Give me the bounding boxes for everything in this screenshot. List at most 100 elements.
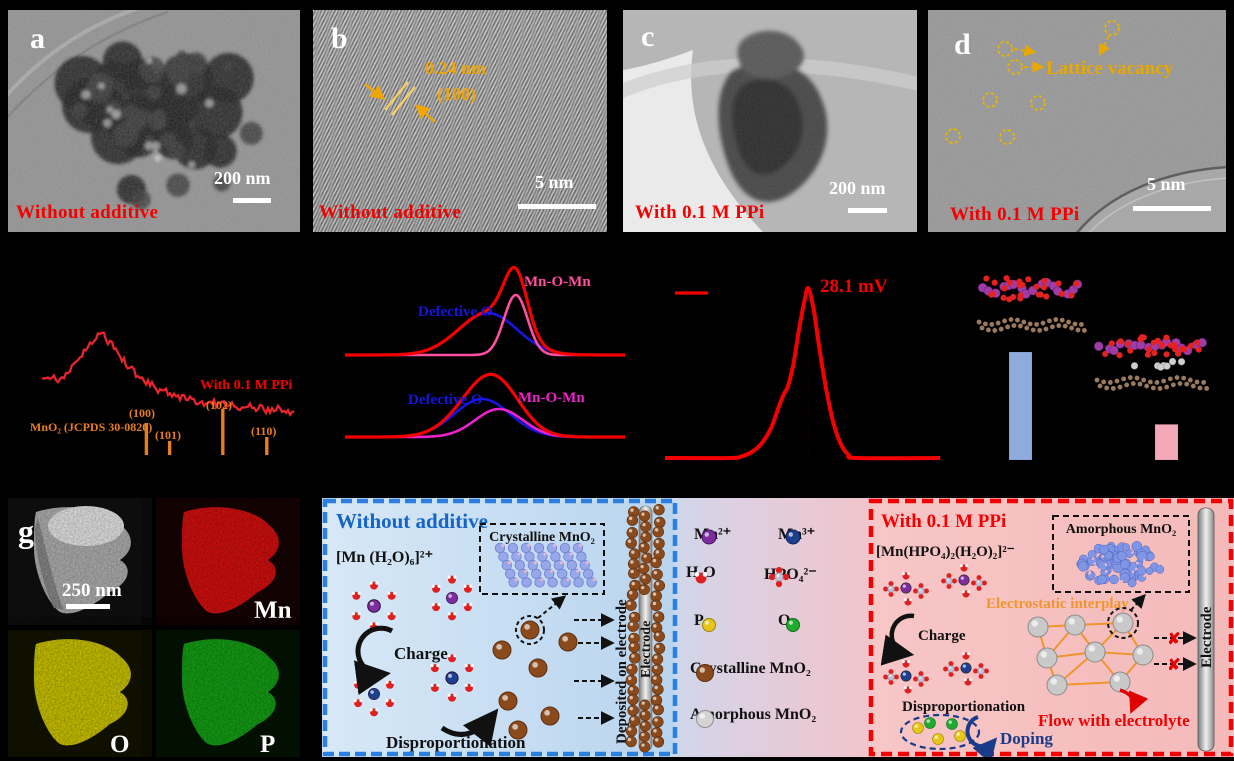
tem-panel-c: c 200 nm With 0.1 M PPi xyxy=(623,10,917,232)
legend-item-phosphate-molecule: HPO₄²⁻ xyxy=(764,564,817,588)
xps-bottom-mn-o-mn-label: Mn-O-Mn xyxy=(518,390,585,406)
lattice-vacancy-label: Lattice vacancy xyxy=(1046,58,1174,79)
zeta-peak-annotation: 28.1 mV xyxy=(820,276,888,297)
crystal-lattice-model xyxy=(494,542,597,588)
electrode-label-left: Electrode xyxy=(639,621,654,678)
fringe-spacing-marks xyxy=(364,81,436,123)
amorphous-box xyxy=(1052,515,1190,593)
doping-ellipse xyxy=(899,713,981,751)
xps-bottom-defective-o-label: Defective O xyxy=(408,392,483,408)
annotation-b: Without additive xyxy=(319,202,462,223)
mn-map-label: Mn xyxy=(254,597,292,624)
left-scheme-title: Without additive xyxy=(336,509,488,533)
eds-mapping-panel: g 250 nm Mn O P xyxy=(8,498,300,757)
annotation-d: With 0.1 M PPi xyxy=(950,204,1080,225)
xrd-hkl-102: (102) xyxy=(206,398,232,412)
xps-top-mn-o-mn-label: Mn-O-Mn xyxy=(524,274,591,290)
p-map-label: P xyxy=(260,731,275,757)
o-map: O xyxy=(8,630,152,757)
blocked-arrows xyxy=(1154,631,1197,671)
charge-label-right: Charge xyxy=(918,628,966,644)
legend-item-water-molecule: H₂O xyxy=(686,564,716,584)
scalebar-label-d: 5 nm xyxy=(1147,174,1186,194)
amorphous-sphere-network xyxy=(1027,612,1154,696)
eds-maps: g 250 nm Mn O P xyxy=(8,498,300,757)
mechanism-schematic: Without additive [Mn (H₂O)₆]²⁺ Charge Di… xyxy=(322,498,1234,757)
legend-item-o-sphere: O xyxy=(778,612,800,632)
binding-energy-chart xyxy=(955,250,1233,488)
legend-item-crystalline-sphere: Crystalline MnO₂ xyxy=(690,660,811,682)
xrd-hkl-100: (100) xyxy=(129,406,155,420)
deposit-arrows xyxy=(574,613,615,725)
amorphous-sphere-icon xyxy=(696,710,714,728)
hexaaqua-complex-label: [Mn (H₂O)₆]²⁺ xyxy=(336,549,433,566)
scalebar-c xyxy=(848,208,887,213)
highlight-circle-right xyxy=(1107,607,1139,639)
doping-spheres xyxy=(912,717,966,745)
crystalline-mno2-spheres xyxy=(492,620,578,740)
xrd-plot xyxy=(41,331,295,455)
with-ppi-scheme: With 0.1 M PPi [Mn(HPO₄)₂(H₂O)₂]²⁻ Charg… xyxy=(868,498,1234,757)
o-map-label: O xyxy=(110,731,129,757)
charge-arrow-right xyxy=(880,613,915,666)
flow-arrow xyxy=(1119,688,1149,714)
legend-label: H₂O xyxy=(686,564,716,581)
haadf-map: g 250 nm xyxy=(8,498,152,625)
vacancy-arrows xyxy=(1013,35,1110,73)
zeta-potential-chart: 28.1 mV xyxy=(650,250,950,488)
water-molecule-icon xyxy=(694,571,708,584)
disproportionation-label-left: Disproportionation xyxy=(386,733,526,752)
p-map: P xyxy=(156,630,300,757)
doping-label: Doping xyxy=(1000,729,1053,748)
charge-arrow-left xyxy=(353,625,394,695)
annotation-c: With 0.1 M PPi xyxy=(635,202,765,223)
doping-arrow xyxy=(965,715,998,757)
schematic-legend: Mn²⁺ Mn³⁺ H₂O HPO₄²⁻ P O Crystalline MnO₂ Amorp… xyxy=(678,498,868,757)
tem-panel-d: d Lattice vacancy 5 nm With 0.1 M PPi xyxy=(928,10,1226,232)
scalebar-label-c: 200 nm xyxy=(829,178,886,198)
xrd-chart: With 0.1 M PPi MnO₂ (JCPDS 30-0820) (100… xyxy=(8,250,308,488)
panel-label-a: a xyxy=(30,22,45,55)
xps-o1s-chart: Defective O Mn-O-Mn Defective O Mn-O-Mn xyxy=(330,250,640,488)
mn3-sphere-icon xyxy=(785,529,801,545)
panel-label-g: g xyxy=(18,513,34,549)
tem-panel-b: b 0.24 nm (100) 5 nm Without additive xyxy=(313,10,607,232)
panel-label-c: c xyxy=(641,20,655,53)
annotation-a: Without additive xyxy=(16,202,159,223)
tem-annotations-b xyxy=(313,10,607,232)
xrd-reference-label: MnO₂ (JCPDS 30-0820) xyxy=(30,420,153,434)
zeta-plot xyxy=(664,285,941,461)
fringe-plane-label: (100) xyxy=(437,84,476,104)
dft-models-and-bars xyxy=(976,275,1210,461)
right-scheme-title: With 0.1 M PPi xyxy=(881,511,1006,532)
vacancy-circles xyxy=(945,20,1120,145)
xrd-hkl-110: (110) xyxy=(251,424,277,438)
crystalline-sphere-icon xyxy=(696,664,714,682)
amorphous-box-label: Amorphous MnO₂ xyxy=(1066,522,1176,537)
tem-panel-a: a 200 nm Without additive xyxy=(8,10,300,232)
scalebar-label-g: 250 nm xyxy=(62,580,122,601)
crystalline-box-label: Crystalline MnO₂ xyxy=(489,530,595,545)
legend-item-p-sphere: P xyxy=(694,612,716,632)
scalebar-b xyxy=(518,204,596,209)
scalebar-g xyxy=(66,604,110,609)
blocked-x-icon: ✘ xyxy=(1167,631,1180,648)
xps-top-defective-o-label: Defective O xyxy=(418,304,493,320)
scalebar-d xyxy=(1133,206,1211,211)
xrd-hkl-101: (101) xyxy=(155,428,181,442)
amorphous-cluster-model xyxy=(1076,541,1165,588)
legend-item-amorphous-sphere: Amorphous MnO₂ xyxy=(690,706,816,728)
mn-map: Mn xyxy=(156,498,300,625)
without-additive-scheme: Without additive [Mn (H₂O)₆]²⁺ Charge Di… xyxy=(322,498,678,757)
mn2-sphere-icon xyxy=(701,529,717,545)
disproportionation-arrow-left xyxy=(440,708,499,747)
panel-label-d: d xyxy=(954,28,971,61)
scalebar-a xyxy=(233,198,271,203)
tem-image-a xyxy=(8,10,300,232)
scalebar-label-a: 200 nm xyxy=(214,168,271,188)
electrode-bar-right xyxy=(1197,507,1215,752)
blocked-x-icon: ✘ xyxy=(1167,657,1180,674)
electrode-label-right: Electrode xyxy=(1199,606,1215,668)
o-sphere-icon xyxy=(786,618,800,632)
